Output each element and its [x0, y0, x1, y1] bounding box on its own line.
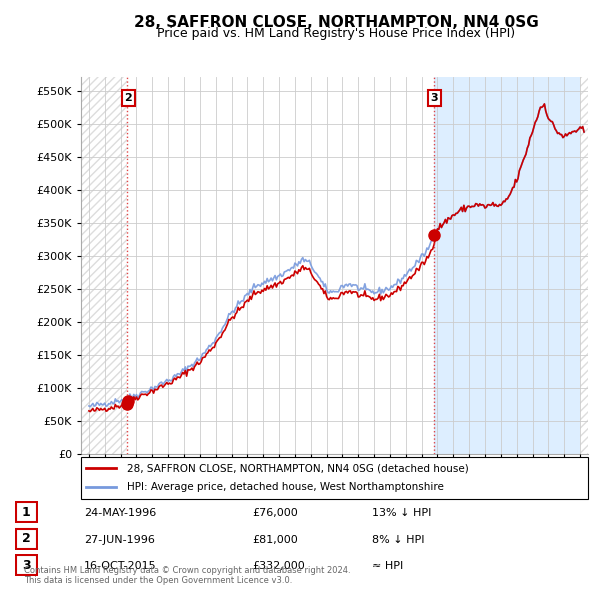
- Text: 3: 3: [430, 93, 438, 103]
- FancyBboxPatch shape: [81, 457, 588, 499]
- FancyBboxPatch shape: [16, 502, 37, 522]
- Bar: [81, 77, 127, 454]
- Bar: [580, 77, 588, 454]
- Text: £76,000: £76,000: [252, 509, 298, 518]
- Text: £332,000: £332,000: [252, 562, 305, 571]
- Text: HPI: Average price, detached house, West Northamptonshire: HPI: Average price, detached house, West…: [127, 481, 443, 491]
- Text: 27-JUN-1996: 27-JUN-1996: [84, 535, 155, 545]
- Bar: [434, 77, 588, 454]
- Bar: [81, 77, 127, 454]
- Text: Price paid vs. HM Land Registry's House Price Index (HPI): Price paid vs. HM Land Registry's House …: [157, 27, 515, 40]
- Text: 16-OCT-2015: 16-OCT-2015: [84, 562, 157, 571]
- Text: £81,000: £81,000: [252, 535, 298, 545]
- Text: 28, SAFFRON CLOSE, NORTHAMPTON, NN4 0SG (detached house): 28, SAFFRON CLOSE, NORTHAMPTON, NN4 0SG …: [127, 463, 469, 473]
- Text: 24-MAY-1996: 24-MAY-1996: [84, 509, 156, 518]
- Text: Contains HM Land Registry data © Crown copyright and database right 2024.
This d: Contains HM Land Registry data © Crown c…: [24, 566, 350, 585]
- FancyBboxPatch shape: [16, 529, 37, 549]
- Text: ≈ HPI: ≈ HPI: [372, 562, 403, 571]
- Text: 28, SAFFRON CLOSE, NORTHAMPTON, NN4 0SG: 28, SAFFRON CLOSE, NORTHAMPTON, NN4 0SG: [134, 15, 538, 30]
- Text: 8% ↓ HPI: 8% ↓ HPI: [372, 535, 425, 545]
- Text: 1: 1: [22, 506, 31, 519]
- Text: 13% ↓ HPI: 13% ↓ HPI: [372, 509, 431, 518]
- Text: 3: 3: [22, 559, 31, 572]
- FancyBboxPatch shape: [16, 555, 37, 575]
- Text: 2: 2: [22, 532, 31, 545]
- Text: 2: 2: [124, 93, 132, 103]
